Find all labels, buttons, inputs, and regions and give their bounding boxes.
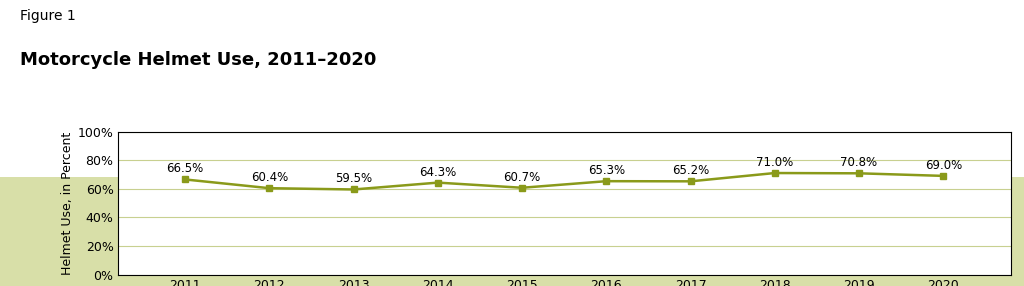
Text: 64.3%: 64.3%: [419, 166, 457, 178]
Text: 70.8%: 70.8%: [841, 156, 878, 169]
Text: 60.4%: 60.4%: [251, 171, 288, 184]
Text: 60.7%: 60.7%: [504, 171, 541, 184]
Text: 66.5%: 66.5%: [167, 162, 204, 176]
Text: 71.0%: 71.0%: [756, 156, 794, 169]
Text: 65.3%: 65.3%: [588, 164, 625, 177]
Y-axis label: Helmet Use, in Percent: Helmet Use, in Percent: [60, 132, 74, 275]
Text: Figure 1: Figure 1: [20, 9, 76, 23]
Text: 65.2%: 65.2%: [672, 164, 710, 177]
Text: 59.5%: 59.5%: [335, 172, 372, 186]
Text: 69.0%: 69.0%: [925, 159, 962, 172]
Text: Motorcycle Helmet Use, 2011–2020: Motorcycle Helmet Use, 2011–2020: [20, 51, 377, 69]
